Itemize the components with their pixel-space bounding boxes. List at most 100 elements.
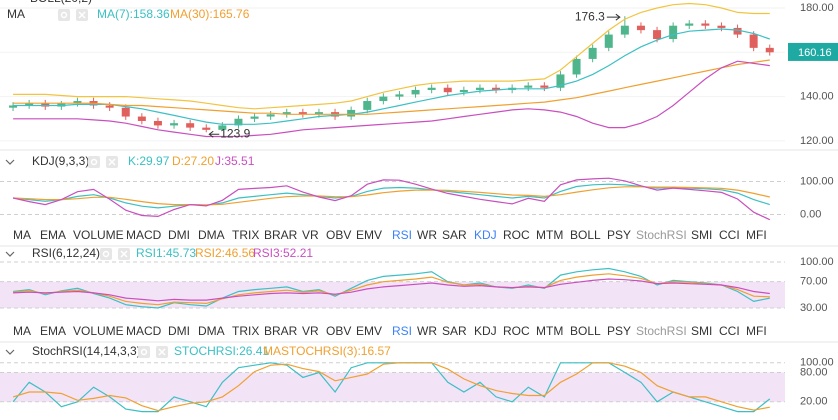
indicator-tab[interactable]: SMI <box>691 324 712 338</box>
settings-icon-dot <box>90 158 98 166</box>
indicator-tab[interactable]: BRAR <box>264 324 298 338</box>
indicator-tab[interactable]: DMA <box>198 324 225 338</box>
indicator-tab[interactable]: TRIX <box>232 228 259 242</box>
candle-body <box>186 123 195 128</box>
settings-icon-dot <box>60 11 68 19</box>
candle-body <box>282 112 291 115</box>
indicator-tab[interactable]: KDJ <box>474 324 497 338</box>
indicator-tab[interactable]: EMV <box>356 324 382 338</box>
candle-body <box>411 89 420 95</box>
y-tick-label: 120.00 <box>800 135 834 147</box>
indicator-tab[interactable]: PSY <box>607 324 631 338</box>
annotation-arrow <box>606 13 621 21</box>
indicator-tab[interactable]: BRAR <box>264 228 298 242</box>
indicator-tab[interactable]: MACD <box>126 324 162 338</box>
indicator-tab[interactable]: VR <box>302 324 319 338</box>
indicator-tab[interactable]: MFI <box>746 228 767 242</box>
indicator-tab[interactable]: SAR <box>442 228 467 242</box>
indicator-tab[interactable]: MA <box>13 324 31 338</box>
indicator-tab[interactable]: EMA <box>40 228 66 242</box>
candle-body <box>588 47 597 59</box>
indicator-tab[interactable]: DMI <box>168 228 190 242</box>
y-tick-label: 30.00 <box>800 302 828 314</box>
indicator-tab[interactable]: ROC <box>503 228 530 242</box>
indicator-tab[interactable]: WR <box>417 324 437 338</box>
indicator-tab[interactable]: SAR <box>442 324 467 338</box>
indicator-tab[interactable]: VOLUME <box>73 324 124 338</box>
indicator-tab[interactable]: MTM <box>536 324 563 338</box>
indicator-tab[interactable]: DMI <box>168 324 190 338</box>
candle-body <box>653 30 662 39</box>
indicator-tab[interactable]: TRIX <box>232 324 259 338</box>
y-tick-label: 100.00 <box>800 357 834 369</box>
legend-entry: RSI1:45.73 <box>136 246 196 260</box>
indicator-tab[interactable]: StochRSI <box>636 324 687 338</box>
indicator-tab[interactable]: WR <box>417 228 437 242</box>
indicator-tab[interactable]: SMI <box>691 228 712 242</box>
indicator-tab[interactable]: KDJ <box>474 228 497 242</box>
indicator-tab[interactable]: EMV <box>356 228 382 242</box>
settings-icon[interactable] <box>138 346 150 358</box>
series-line <box>13 28 770 125</box>
indicator-tab[interactable]: DMA <box>198 228 225 242</box>
settings-icon[interactable] <box>100 248 112 260</box>
indicator-tab[interactable]: RSI <box>392 324 412 338</box>
collapse-icon[interactable] <box>5 251 15 257</box>
candle-body <box>395 94 404 97</box>
indicator-tab[interactable]: OBV <box>326 324 351 338</box>
candle-body <box>765 47 774 53</box>
y-tick-label: 70.00 <box>800 276 828 288</box>
candle-body <box>105 105 114 108</box>
y-tick-label: 140.00 <box>800 91 834 103</box>
indicator-tab[interactable]: ROC <box>503 324 530 338</box>
candle-body <box>73 101 82 104</box>
series-line <box>13 267 770 309</box>
legend-entry: J:35.51 <box>215 154 255 168</box>
close-icon-cross <box>78 11 86 19</box>
indicator-tab[interactable]: CCI <box>719 228 740 242</box>
legend-entry: K:29.97 <box>128 154 170 168</box>
series-line <box>12 362 771 413</box>
indicator-tab[interactable]: VR <box>302 228 319 242</box>
candle-body <box>153 120 162 126</box>
indicator-tab[interactable]: MTM <box>536 228 563 242</box>
indicator-tab[interactable]: RSI <box>392 228 412 242</box>
indicator-tab[interactable]: MFI <box>746 324 767 338</box>
series-line <box>13 2 770 110</box>
indicator-tab[interactable]: OBV <box>326 228 351 242</box>
last-price-label: 160.16 <box>798 47 832 59</box>
close-icon-cross <box>108 158 116 166</box>
indicator-tab[interactable]: MA <box>13 228 31 242</box>
series-line <box>12 177 771 221</box>
indicator-tab[interactable]: CCI <box>719 324 740 338</box>
legend-entry: MA(7):158.36 <box>97 7 170 21</box>
series-line <box>13 273 770 306</box>
panel-title: RSI(6,12,24) <box>32 246 100 260</box>
candle-body <box>749 34 758 48</box>
indicator-tab[interactable]: MACD <box>126 228 162 242</box>
settings-icon[interactable] <box>58 9 70 21</box>
series-line <box>13 60 770 138</box>
candle-body <box>170 123 179 126</box>
panel-title: StochRSI(14,14,3,3) <box>32 344 141 358</box>
indicator-tab[interactable]: EMA <box>40 324 66 338</box>
settings-icon-dot <box>102 250 110 258</box>
candle-body <box>604 34 613 48</box>
indicator-tab[interactable]: VOLUME <box>73 228 124 242</box>
candle-body <box>556 74 565 88</box>
indicator-tab[interactable]: BOLL <box>570 324 601 338</box>
candle-body <box>121 107 130 117</box>
collapse-icon[interactable] <box>5 349 15 355</box>
candle-body <box>685 23 694 26</box>
indicator-tab[interactable]: BOLL <box>570 228 601 242</box>
candle-body <box>234 118 243 126</box>
candle-body <box>524 85 533 88</box>
candle-body <box>443 87 452 93</box>
indicator-tab[interactable]: StochRSI <box>636 228 687 242</box>
indicator-tab[interactable]: PSY <box>607 228 631 242</box>
collapse-icon[interactable] <box>5 159 15 165</box>
candle-body <box>347 109 356 117</box>
settings-icon[interactable] <box>88 156 100 168</box>
candle-body <box>298 112 307 115</box>
